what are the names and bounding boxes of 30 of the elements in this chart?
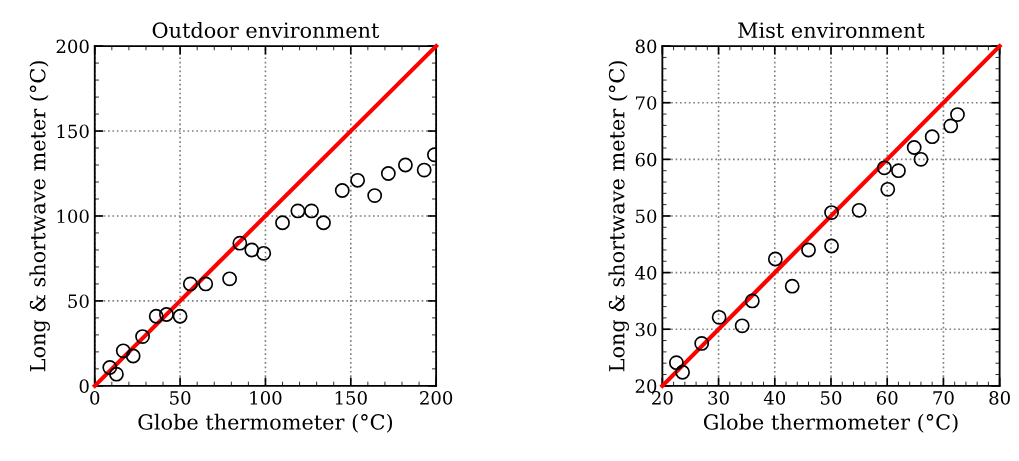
y-tick-label: 200	[56, 39, 89, 54]
y-tick-label: 0	[79, 379, 89, 393]
x-tick-label: 40	[763, 391, 786, 405]
x-tick-label: 100	[250, 391, 282, 405]
x-tick-label: 70	[933, 391, 954, 405]
x-tick-label: 30	[708, 391, 729, 405]
x-tick-label: 50	[821, 391, 842, 405]
chart-title: Outdoor environment	[152, 21, 380, 39]
x-axis-title: Globe thermometer (°C)	[703, 413, 958, 433]
y-tick-label: 40	[635, 266, 657, 280]
y-tick-label: 60	[635, 152, 657, 167]
x-tick-label: 20	[652, 391, 673, 405]
y-tick-label: 50	[636, 209, 657, 224]
y-tick-label: 100	[57, 209, 89, 224]
chart-title: Mist environment	[738, 22, 925, 39]
x-tick-label: 150	[335, 391, 367, 405]
x-tick-label: 0	[90, 391, 100, 405]
y-tick-label: 150	[57, 124, 89, 139]
x-axis-title: Globe thermometer (°C)	[138, 413, 393, 433]
y-tick-label: 80	[635, 39, 657, 54]
x-tick-label: 50	[170, 391, 191, 405]
y-tick-label: 30	[635, 322, 657, 337]
x-tick-label: 80	[989, 391, 1010, 405]
x-tick-label: 200	[420, 391, 453, 405]
y-tick-label: 70	[636, 96, 657, 110]
y-axis-title: Long & shortwave meter (°C)	[608, 61, 629, 372]
y-axis-title: Long & shortwave meter (°C)	[29, 61, 50, 372]
y-tick-label: 50	[68, 294, 89, 309]
x-tick-label: 60	[876, 391, 898, 405]
y-tick-label: 20	[635, 379, 657, 393]
